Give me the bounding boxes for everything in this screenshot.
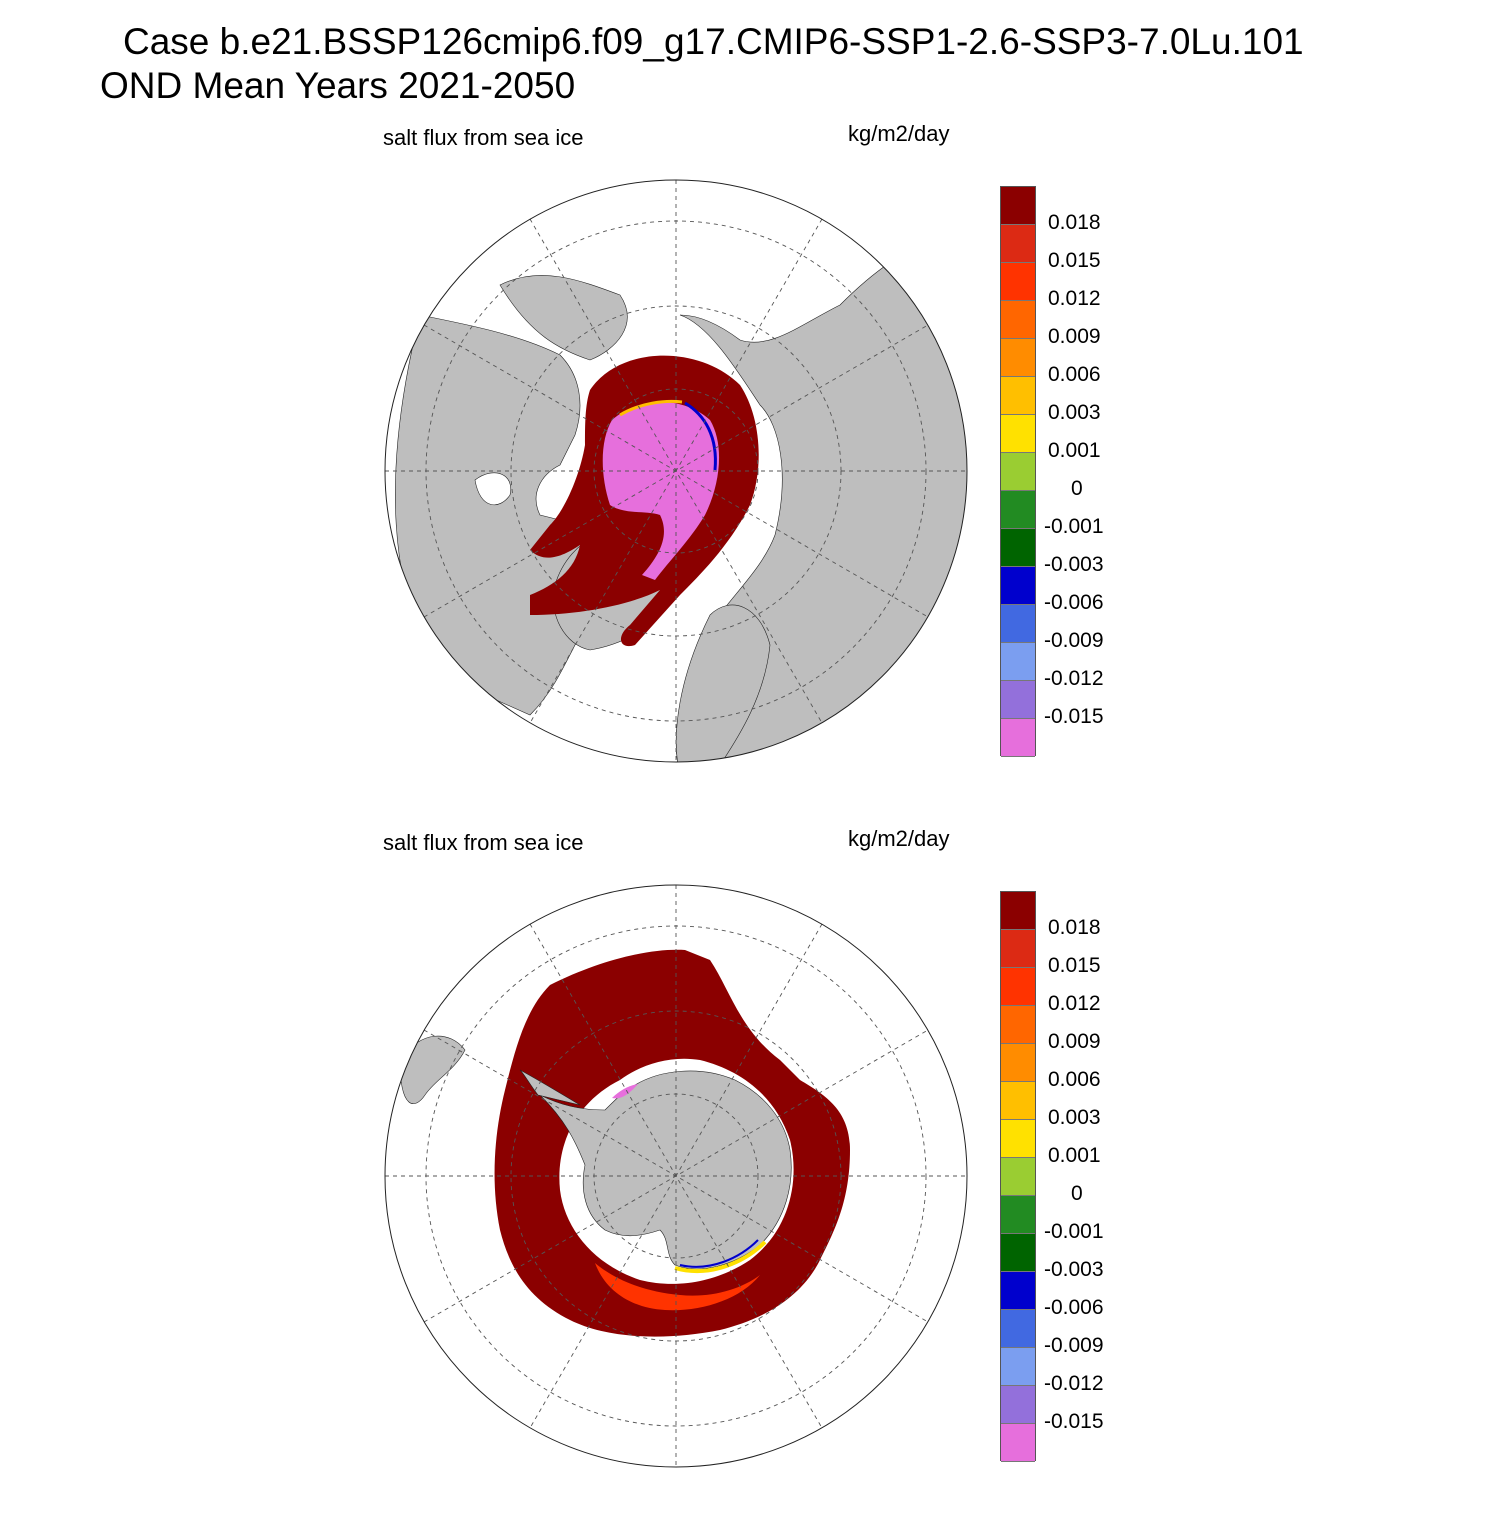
- colorbar-swatch: [1001, 1272, 1035, 1310]
- colorbar-swatch: [1001, 930, 1035, 968]
- colorbar: [1000, 186, 1036, 757]
- seaice-flux-midring: [595, 1263, 760, 1311]
- colorbar-tick-label: 0.003: [1048, 1106, 1101, 1129]
- colorbar-tick-label: -0.012: [1044, 1372, 1104, 1395]
- variable-label: salt flux from sea ice: [383, 125, 584, 150]
- land-antarctic-peninsula: [519, 1069, 581, 1106]
- colorbar-swatch: [1001, 643, 1035, 681]
- colorbar-swatch: [1001, 1196, 1035, 1234]
- seaice-flux-edge-yellow: [619, 399, 683, 417]
- colorbar-swatch: [1001, 225, 1035, 263]
- land-antarctica: [539, 1070, 792, 1270]
- colorbar-tick-label: -0.001: [1044, 1220, 1104, 1243]
- seaice-flux-edge-blue: [679, 1239, 759, 1268]
- colorbar-tick-label: 0.015: [1048, 954, 1101, 977]
- colorbar-swatch: [1001, 1348, 1035, 1386]
- colorbar-swatch: [1001, 1424, 1035, 1462]
- colorbar-swatch: [1001, 1310, 1035, 1348]
- colorbar-tick-label: 0.018: [1048, 916, 1101, 939]
- colorbar-tick-label: -0.006: [1044, 1296, 1104, 1319]
- colorbar-swatch: [1001, 301, 1035, 339]
- colorbar-tick-label: -0.009: [1044, 629, 1104, 652]
- colorbar-swatch: [1001, 968, 1035, 1006]
- units-label: kg/m2/day: [848, 826, 950, 851]
- graticule: [385, 180, 967, 762]
- colorbar-tick-label: 0.009: [1048, 325, 1101, 348]
- land-baffin: [474, 472, 512, 506]
- map-border: [384, 179, 968, 763]
- colorbar-swatch: [1001, 263, 1035, 301]
- colorbar-tick-label: 0.018: [1048, 211, 1101, 234]
- colorbar-tick-label: -0.015: [1044, 1410, 1104, 1433]
- north-polar-map: [384, 179, 968, 763]
- land-alaska-siberia: [499, 275, 628, 361]
- seaice-flux-negative: [602, 401, 720, 580]
- colorbar-tick-label: -0.001: [1044, 515, 1104, 538]
- map-border: [384, 884, 968, 1468]
- figure-title-line-2: OND Mean Years 2021-2050: [100, 65, 576, 106]
- colorbar-swatch: [1001, 339, 1035, 377]
- south-polar-map: [384, 884, 968, 1468]
- colorbar: [1000, 891, 1036, 1462]
- colorbar-swatch: [1001, 605, 1035, 643]
- colorbar-swatch: [1001, 1120, 1035, 1158]
- colorbar-tick-label: 0.009: [1048, 1030, 1101, 1053]
- graticule: [385, 885, 967, 1467]
- colorbar-swatch: [1001, 1006, 1035, 1044]
- colorbar-swatch: [1001, 377, 1035, 415]
- colorbar-tick-label: 0: [1071, 1182, 1083, 1205]
- seaice-flux-edge-yellow: [674, 1240, 767, 1274]
- colorbar-tick-label: 0.012: [1048, 992, 1101, 1015]
- colorbar-swatch: [1001, 892, 1035, 930]
- colorbar-swatch: [1001, 1234, 1035, 1272]
- colorbar-swatch: [1001, 529, 1035, 567]
- land-south-america: [399, 1035, 466, 1104]
- colorbar-swatch: [1001, 1158, 1035, 1196]
- seaice-flux-negative: [612, 1084, 638, 1099]
- colorbar-swatch: [1001, 567, 1035, 605]
- figure-title-line-1: Case b.e21.BSSP126cmip6.f09_g17.CMIP6-SS…: [123, 21, 1304, 62]
- colorbar-tick-label: 0.001: [1048, 439, 1101, 462]
- colorbar-tick-label: -0.003: [1044, 553, 1104, 576]
- colorbar-tick-label: 0.012: [1048, 287, 1101, 310]
- units-label: kg/m2/day: [848, 121, 950, 146]
- colorbar-tick-label: 0.001: [1048, 1144, 1101, 1167]
- colorbar-tick-label: 0.006: [1048, 1068, 1101, 1091]
- colorbar-tick-label: -0.009: [1044, 1334, 1104, 1357]
- colorbar-tick-label: 0.015: [1048, 249, 1101, 272]
- colorbar-swatch: [1001, 453, 1035, 491]
- south-polar-panel: salt flux from sea ice kg/m2/day: [0, 815, 1500, 1515]
- land-scandinavia: [676, 604, 771, 762]
- colorbar-swatch: [1001, 415, 1035, 453]
- colorbar-tick-label: 0: [1071, 477, 1083, 500]
- colorbar-swatch: [1001, 1386, 1035, 1424]
- colorbar-tick-label: 0.006: [1048, 363, 1101, 386]
- seaice-flux-high: [494, 949, 850, 1337]
- colorbar-tick-label: -0.015: [1044, 705, 1104, 728]
- north-polar-panel: salt flux from sea ice kg/m2/day: [0, 110, 1500, 810]
- colorbar-swatch: [1001, 1044, 1035, 1082]
- colorbar-swatch: [1001, 187, 1035, 225]
- colorbar-swatch: [1001, 1082, 1035, 1120]
- variable-label: salt flux from sea ice: [383, 830, 584, 855]
- colorbar-tick-label: -0.012: [1044, 667, 1104, 690]
- colorbar-swatch: [1001, 681, 1035, 719]
- colorbar-tick-label: -0.003: [1044, 1258, 1104, 1281]
- seaice-flux-edge-blue: [684, 401, 717, 471]
- colorbar-swatch: [1001, 719, 1035, 757]
- colorbar-tick-label: -0.006: [1044, 591, 1104, 614]
- colorbar-tick-label: 0.003: [1048, 401, 1101, 424]
- colorbar-swatch: [1001, 491, 1035, 529]
